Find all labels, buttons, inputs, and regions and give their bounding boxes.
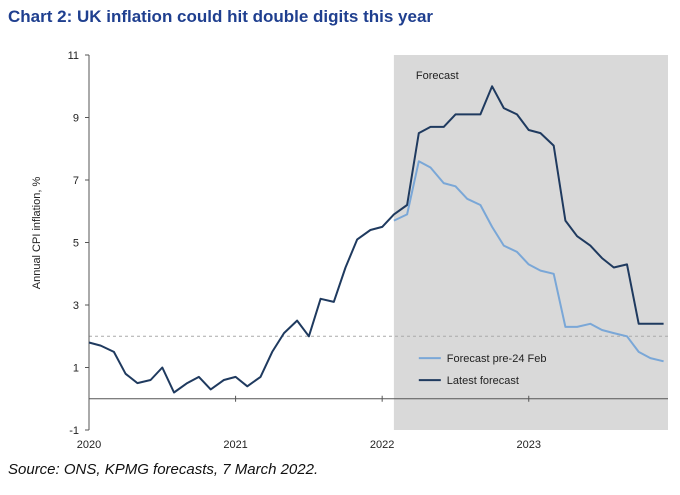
y-tick-label: 5 [73, 238, 79, 250]
y-tick-label: 1 [73, 363, 79, 375]
y-tick-label: 9 [73, 113, 79, 125]
series-line-0 [393, 160, 664, 363]
y-tick-label: 3 [73, 300, 79, 312]
x-tick-label: 2020 [77, 439, 101, 451]
legend-label-0: Forecast pre-24 Feb [447, 353, 547, 365]
y-axis-label: Annual CPI inflation, % [31, 177, 43, 290]
forecast-label: Forecast [416, 70, 459, 82]
x-tick-label: 2023 [517, 439, 541, 451]
x-tick-label: 2021 [223, 439, 247, 451]
y-tick-label: 7 [73, 175, 79, 187]
forecast-region [393, 55, 668, 430]
series-line-1 [88, 85, 664, 394]
y-tick-label: 11 [68, 50, 79, 62]
chart-title: Chart 2: UK inflation could hit double d… [8, 7, 434, 26]
source-note: Source: ONS, KPMG forecasts, 7 March 202… [8, 461, 319, 478]
x-tick-label: 2022 [370, 439, 394, 451]
y-tick-label: -1 [69, 425, 79, 437]
legend-label-1: Latest forecast [447, 375, 519, 387]
